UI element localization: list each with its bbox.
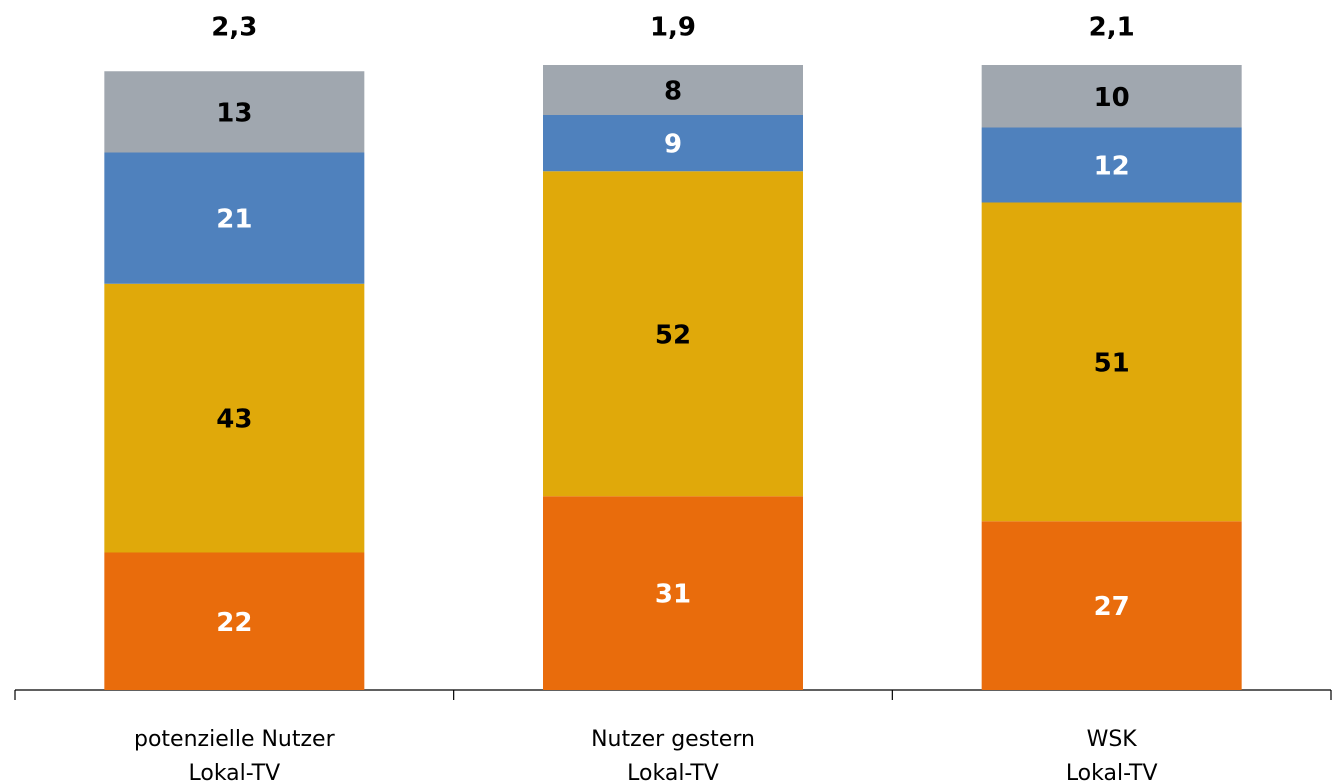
bar-segment xyxy=(981,202,1242,522)
bar-segment xyxy=(543,171,803,497)
x-tick-label: Lokal-TV xyxy=(1066,761,1158,784)
bar-segment xyxy=(543,65,803,115)
x-tick-label: Lokal-TV xyxy=(188,761,280,784)
bar-segment xyxy=(104,283,365,553)
data-label: 43 xyxy=(216,405,252,435)
bar-segment xyxy=(543,115,803,172)
data-label: 9 xyxy=(664,130,682,160)
bar-segment xyxy=(981,127,1242,203)
x-tick-label: WSK xyxy=(1087,727,1138,752)
data-label: 51 xyxy=(1094,348,1130,378)
data-label: 10 xyxy=(1094,83,1130,113)
bar-segment xyxy=(104,152,365,284)
bar-segment xyxy=(543,496,803,690)
data-label: 22 xyxy=(216,608,252,638)
data-label: 52 xyxy=(655,320,691,350)
data-label: 12 xyxy=(1094,152,1130,182)
total-label: 1,9 xyxy=(650,13,696,43)
bar-segment xyxy=(104,71,365,153)
x-tick-label: Lokal-TV xyxy=(627,761,719,784)
total-label: 2,3 xyxy=(211,13,257,43)
x-tick-label: Nutzer gestern xyxy=(591,727,755,752)
data-label: 8 xyxy=(664,77,682,107)
x-tick-label: potenzielle Nutzer xyxy=(134,727,336,752)
bar-segment xyxy=(981,65,1242,128)
bar-segment xyxy=(981,521,1242,690)
data-label: 27 xyxy=(1094,592,1130,622)
bar-segment xyxy=(104,552,365,690)
data-label: 31 xyxy=(655,580,691,610)
data-label: 21 xyxy=(216,205,252,235)
total-label: 2,1 xyxy=(1089,13,1135,43)
data-label: 13 xyxy=(216,98,252,128)
